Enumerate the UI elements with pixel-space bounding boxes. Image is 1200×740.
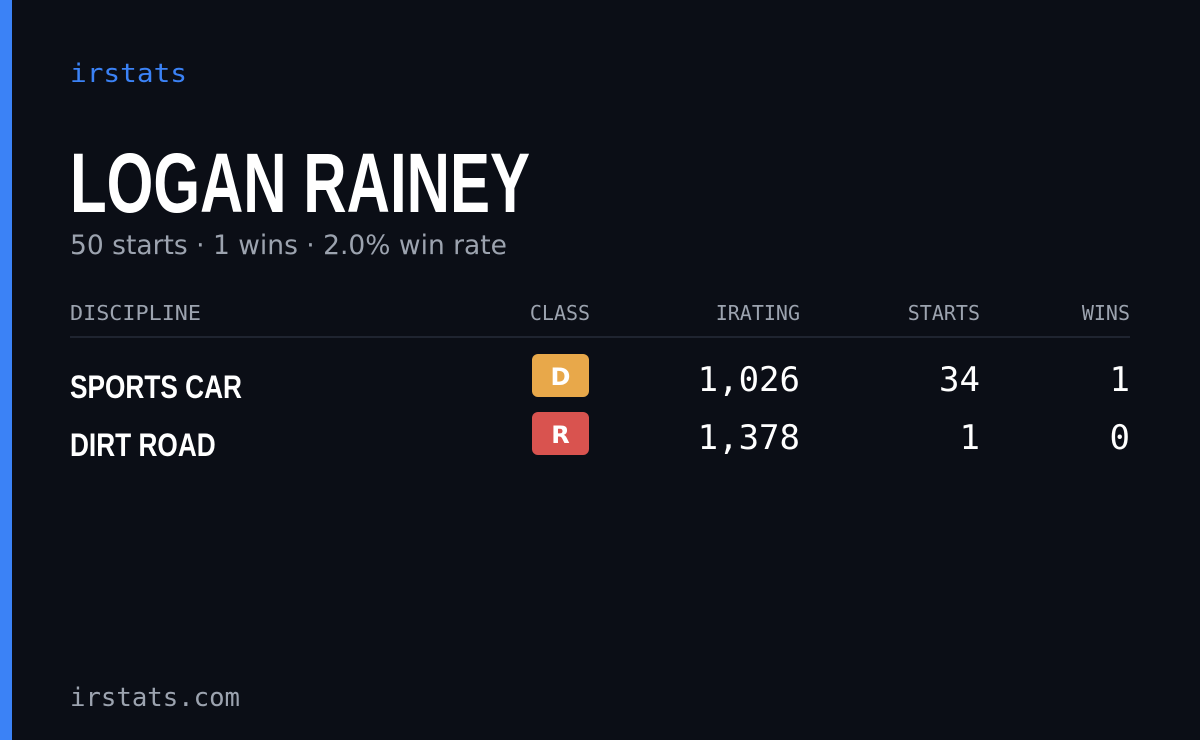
class-letter: R	[551, 421, 569, 449]
table-body: SPORTS CAR D 1,026 34 1 DIRT ROAD R 1,378 1 0	[70, 354, 1130, 464]
class-badge	[532, 412, 589, 455]
class-badge	[532, 354, 589, 397]
starts: 34	[939, 360, 980, 400]
starts: 1	[960, 418, 980, 458]
table-header: DISCIPLINE CLASS IRATING STARTS WINS	[70, 301, 1130, 325]
irating: 1,026	[698, 360, 800, 400]
brand: irstats	[70, 59, 187, 89]
header-cell: DISCIPLINE	[70, 301, 201, 325]
header-cell: CLASS	[530, 301, 590, 325]
wins: 1	[1110, 360, 1130, 400]
class-letter: D	[551, 363, 571, 391]
wins: 0	[1110, 418, 1130, 458]
driver-name: LOGAN RAINEY	[70, 136, 530, 230]
irating: 1,378	[698, 418, 800, 458]
header-cell: STARTS	[908, 301, 980, 325]
discipline: SPORTS CAR	[70, 371, 242, 406]
discipline: DIRT ROAD	[70, 429, 216, 464]
header-cell: WINS	[1082, 301, 1130, 325]
footer: irstats.com	[70, 683, 240, 713]
accent-bar	[0, 0, 12, 740]
header-cell: IRATING	[716, 301, 800, 325]
driver-summary: 50 starts · 1 wins · 2.0% win rate	[70, 230, 507, 261]
